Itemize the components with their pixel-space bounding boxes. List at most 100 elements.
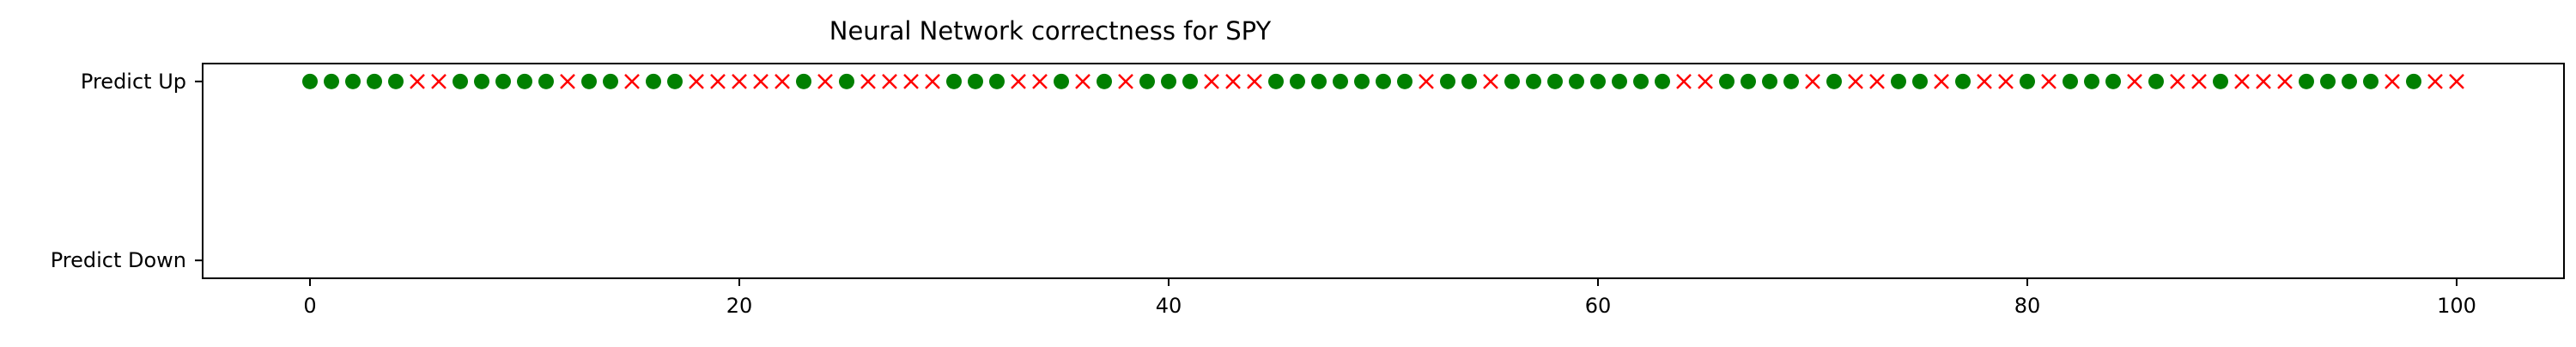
correct-point: [538, 73, 554, 89]
plot-area: [202, 63, 2565, 279]
correct-point: [1912, 73, 1928, 89]
incorrect-point: [689, 73, 704, 89]
incorrect-point: [732, 73, 747, 89]
x-tick-label: 20: [726, 294, 753, 318]
correct-point: [603, 73, 618, 89]
correct-point: [1333, 73, 1348, 89]
incorrect-point: [410, 73, 425, 89]
incorrect-point: [431, 73, 447, 89]
incorrect-point: [2170, 73, 2185, 89]
correct-point: [388, 73, 404, 89]
incorrect-point: [925, 73, 940, 89]
correct-point: [946, 73, 962, 89]
correct-point: [2363, 73, 2379, 89]
x-axis: 0 20 40 60 80 100: [303, 278, 2476, 318]
incorrect-point: [2234, 73, 2250, 89]
correct-point: [453, 73, 468, 89]
correct-point: [1955, 73, 1971, 89]
y-tick-label: Predict Up: [81, 70, 186, 94]
correct-point: [1054, 73, 1069, 89]
incorrect-point: [775, 73, 790, 89]
correct-point: [2342, 73, 2357, 89]
incorrect-point: [2256, 73, 2271, 89]
incorrect-point: [2427, 73, 2443, 89]
y-tick-label: Predict Down: [51, 248, 186, 272]
correct-point: [1097, 73, 1112, 89]
correct-point: [646, 73, 661, 89]
correct-point: [989, 73, 1005, 89]
incorrect-point: [1225, 73, 1241, 89]
correct-point: [2213, 73, 2228, 89]
correct-point: [1719, 73, 1735, 89]
correct-point: [796, 73, 811, 89]
incorrect-point: [2191, 73, 2207, 89]
x-tick-label: 40: [1156, 294, 1182, 318]
incorrect-point: [1118, 73, 1133, 89]
correct-point: [2105, 73, 2121, 89]
correct-point: [1397, 73, 1413, 89]
incorrect-point: [1998, 73, 2014, 89]
correct-point: [2148, 73, 2164, 89]
correct-point: [1826, 73, 1842, 89]
correct-point: [2320, 73, 2336, 89]
correct-point: [1139, 73, 1155, 89]
correct-point: [2063, 73, 2078, 89]
incorrect-point: [1483, 73, 1498, 89]
incorrect-point: [1869, 73, 1885, 89]
correct-point: [2406, 73, 2421, 89]
correct-point: [1526, 73, 1541, 89]
correct-point: [1440, 73, 1455, 89]
x-tick-label: 0: [303, 294, 316, 318]
incorrect-point: [1805, 73, 1820, 89]
incorrect-point: [1419, 73, 1434, 89]
incorrect-point: [1698, 73, 1713, 89]
incorrect-point: [903, 73, 919, 89]
correct-point: [581, 73, 597, 89]
incorrect-point: [2277, 73, 2293, 89]
correct-point: [2299, 73, 2314, 89]
incorrect-point: [710, 73, 726, 89]
correct-point: [1461, 73, 1477, 89]
incorrect-point: [2127, 73, 2142, 89]
correct-point: [1547, 73, 1563, 89]
correct-point: [345, 73, 361, 89]
correct-point: [1783, 73, 1799, 89]
correct-point: [324, 73, 339, 89]
correct-point: [1741, 73, 1756, 89]
correct-point: [1268, 73, 1284, 89]
incorrect-point: [1011, 73, 1026, 89]
correct-point: [1182, 73, 1198, 89]
correct-point: [1569, 73, 1584, 89]
data-marks: [302, 73, 2464, 89]
correct-point: [2084, 73, 2099, 89]
incorrect-point: [1247, 73, 1262, 89]
x-tick-label: 100: [2437, 294, 2476, 318]
incorrect-point: [2041, 73, 2057, 89]
incorrect-point: [1977, 73, 1992, 89]
incorrect-point: [1934, 73, 1949, 89]
correct-point: [1762, 73, 1777, 89]
correct-point: [1612, 73, 1627, 89]
incorrect-point: [2385, 73, 2400, 89]
correct-point: [302, 73, 318, 89]
correct-point: [1161, 73, 1176, 89]
incorrect-point: [1075, 73, 1091, 89]
x-tick-label: 60: [1585, 294, 1612, 318]
incorrect-point: [2449, 73, 2464, 89]
incorrect-point: [882, 73, 897, 89]
correct-point: [1633, 73, 1649, 89]
correct-point: [1590, 73, 1606, 89]
correct-point: [968, 73, 983, 89]
x-tick-label: 80: [2014, 294, 2041, 318]
incorrect-point: [817, 73, 833, 89]
correct-point: [474, 73, 489, 89]
y-axis: Predict Up Predict Down: [51, 70, 203, 272]
correct-point: [1354, 73, 1370, 89]
incorrect-point: [1676, 73, 1692, 89]
correct-point: [1655, 73, 1670, 89]
correct-point: [2020, 73, 2035, 89]
incorrect-point: [560, 73, 575, 89]
correct-point: [667, 73, 683, 89]
